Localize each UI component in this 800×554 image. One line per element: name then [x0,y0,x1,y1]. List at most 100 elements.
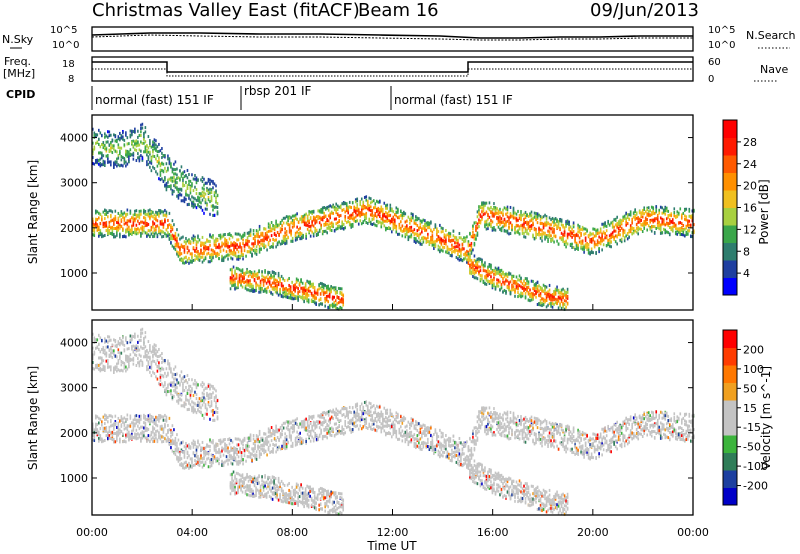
power-cell [398,215,401,219]
power-cell [120,210,123,214]
power-cell [565,305,567,309]
power-cell [650,229,653,233]
power-cell [149,143,151,147]
power-cell [137,152,139,156]
power-cell [557,295,560,299]
power-cell [593,240,596,244]
velocity-cell [167,436,169,440]
power-cell [198,258,201,262]
power-cell [290,233,292,237]
power-cell [635,226,638,230]
power-cell [644,210,647,214]
power-cell [470,266,473,270]
power-cell [413,228,416,232]
power-cell [317,216,319,220]
power-cell [395,230,398,234]
nave-tick-top: 60 [708,57,721,68]
power-cell [287,215,289,219]
power-cell [113,144,115,148]
power-cell [656,223,659,227]
power-cell [551,305,554,309]
freq-tick-bottom: 8 [68,74,74,85]
velocity-cell [185,447,187,451]
velocity-cell [170,439,172,443]
velocity-cell [195,445,198,449]
power-cell [590,232,593,236]
power-cell [466,260,468,264]
power-cell [333,288,336,292]
power-cell [475,270,477,274]
power-cell [601,222,603,226]
power-cell [177,193,180,197]
power-cell [216,254,219,258]
power-cell [526,289,528,293]
power-cell [347,216,350,220]
power-cell [545,235,548,239]
power-cell [283,293,286,297]
power-cell [482,263,485,267]
power-cell [544,213,546,217]
power-cell [143,137,145,141]
power-cell [192,246,195,250]
power-cell [232,283,235,287]
power-cell [521,294,524,298]
power-cell [215,184,217,188]
power-cell [658,220,661,224]
power-cell [244,271,247,275]
power-cell [114,135,117,139]
power-cell [323,229,325,233]
velocity-cell [182,450,184,454]
power-cell [135,158,138,162]
power-cell [512,279,515,283]
power-cell [324,214,327,218]
power-cell [186,258,189,262]
power-cell [515,275,518,279]
power-cell [153,167,156,171]
power-cell [439,223,441,227]
power-cell [156,219,159,223]
power-cell [467,252,470,256]
power-cell [188,202,190,206]
power-cell [186,176,189,180]
power-cell [425,237,428,241]
power-cell [365,206,368,210]
power-cell [288,296,290,300]
power-cell [536,232,539,236]
power-cell [162,179,165,183]
power-cell [332,223,334,227]
power-cell [566,242,569,246]
power-cell [316,289,319,293]
power-cell [174,160,177,164]
velocity-cell [189,445,192,449]
power-cell [553,228,555,232]
power-cell [185,189,187,193]
power-cell [617,222,620,226]
power-cell [147,155,150,159]
power-cell [661,211,664,215]
power-cell [235,272,238,276]
power-cell [497,220,500,224]
power-cell [278,233,280,237]
power-cell [155,217,157,221]
power-cell [401,216,404,220]
power-cell [551,230,554,234]
power-cell [132,157,135,161]
power-cell [230,249,232,253]
power-cell [548,216,551,220]
power-cell [339,214,342,218]
power-cell [276,243,279,247]
power-cell [243,249,246,253]
power-cell [679,207,682,211]
power-cell [152,225,154,229]
power-cell [634,210,637,214]
power-cell [482,209,485,213]
power-cell [334,291,337,295]
power-cell [213,194,216,198]
power-cell [469,231,471,235]
power-cell [562,237,564,241]
velocity-cell [143,415,145,419]
power-cell [363,213,366,217]
power-cell [514,231,516,235]
station-title: Christmas Valley East (fitACF) [92,0,360,21]
power-cell [239,255,241,259]
